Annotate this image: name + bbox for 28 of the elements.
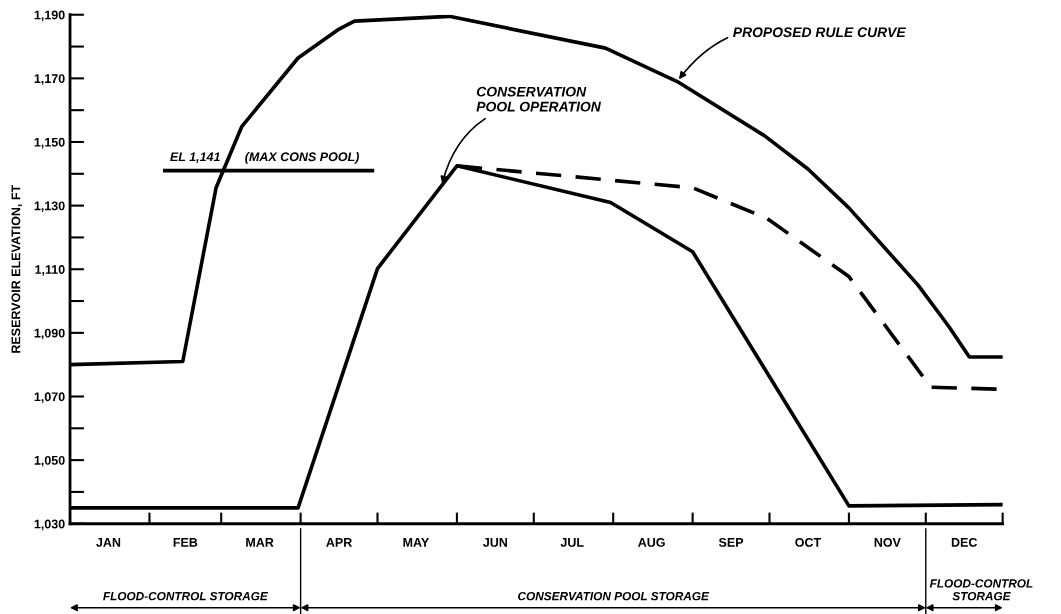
y-tick-label: 1,190: [34, 10, 65, 22]
x-tick-label: AUG: [638, 537, 665, 547]
text: CONSERVATION POOL STORAGE: [518, 591, 710, 601]
y-tick-label: 1,030: [34, 519, 65, 531]
x-tick-label: JUN: [483, 538, 507, 547]
annotation: EL 1,141 (MAX CONS POOL): [170, 152, 359, 164]
y-tick-label: 1,150: [34, 137, 65, 149]
text: FLOOD-CONTROL STORAGE: [103, 591, 269, 601]
y-tick-label: 1,170: [34, 74, 65, 85]
annotation: PROPOSED RULE CURVE: [733, 27, 907, 38]
annotation: CONSERVATION POOL OPERATION: [476, 86, 602, 112]
x-tick-label: NOV: [874, 537, 901, 547]
x-tick-label: FEB: [173, 538, 198, 547]
y-tick-label: 1,130: [34, 201, 65, 213]
x-tick-label: MAR: [246, 538, 274, 547]
text: FLOOD-CONTROL STORAGE: [929, 579, 1033, 601]
x-tick-label: DEC: [951, 537, 978, 547]
x-tick-label: SEP: [718, 537, 744, 547]
x-tick-label: OCT: [795, 537, 821, 547]
x-tick-label: APR: [326, 538, 352, 547]
y-tick-label: 1,050: [34, 455, 65, 467]
x-tick-label: JUL: [560, 538, 584, 547]
x-tick-label: MAY: [403, 538, 430, 547]
x-tick-label: JAN: [96, 538, 121, 547]
y-tick-label: 1,070: [34, 392, 65, 403]
y-tick-label: 1,090: [34, 328, 65, 340]
y-axis-title: RESERVOIR ELEVATION, FT: [11, 184, 23, 353]
y-tick-label: 1,110: [35, 265, 65, 276]
